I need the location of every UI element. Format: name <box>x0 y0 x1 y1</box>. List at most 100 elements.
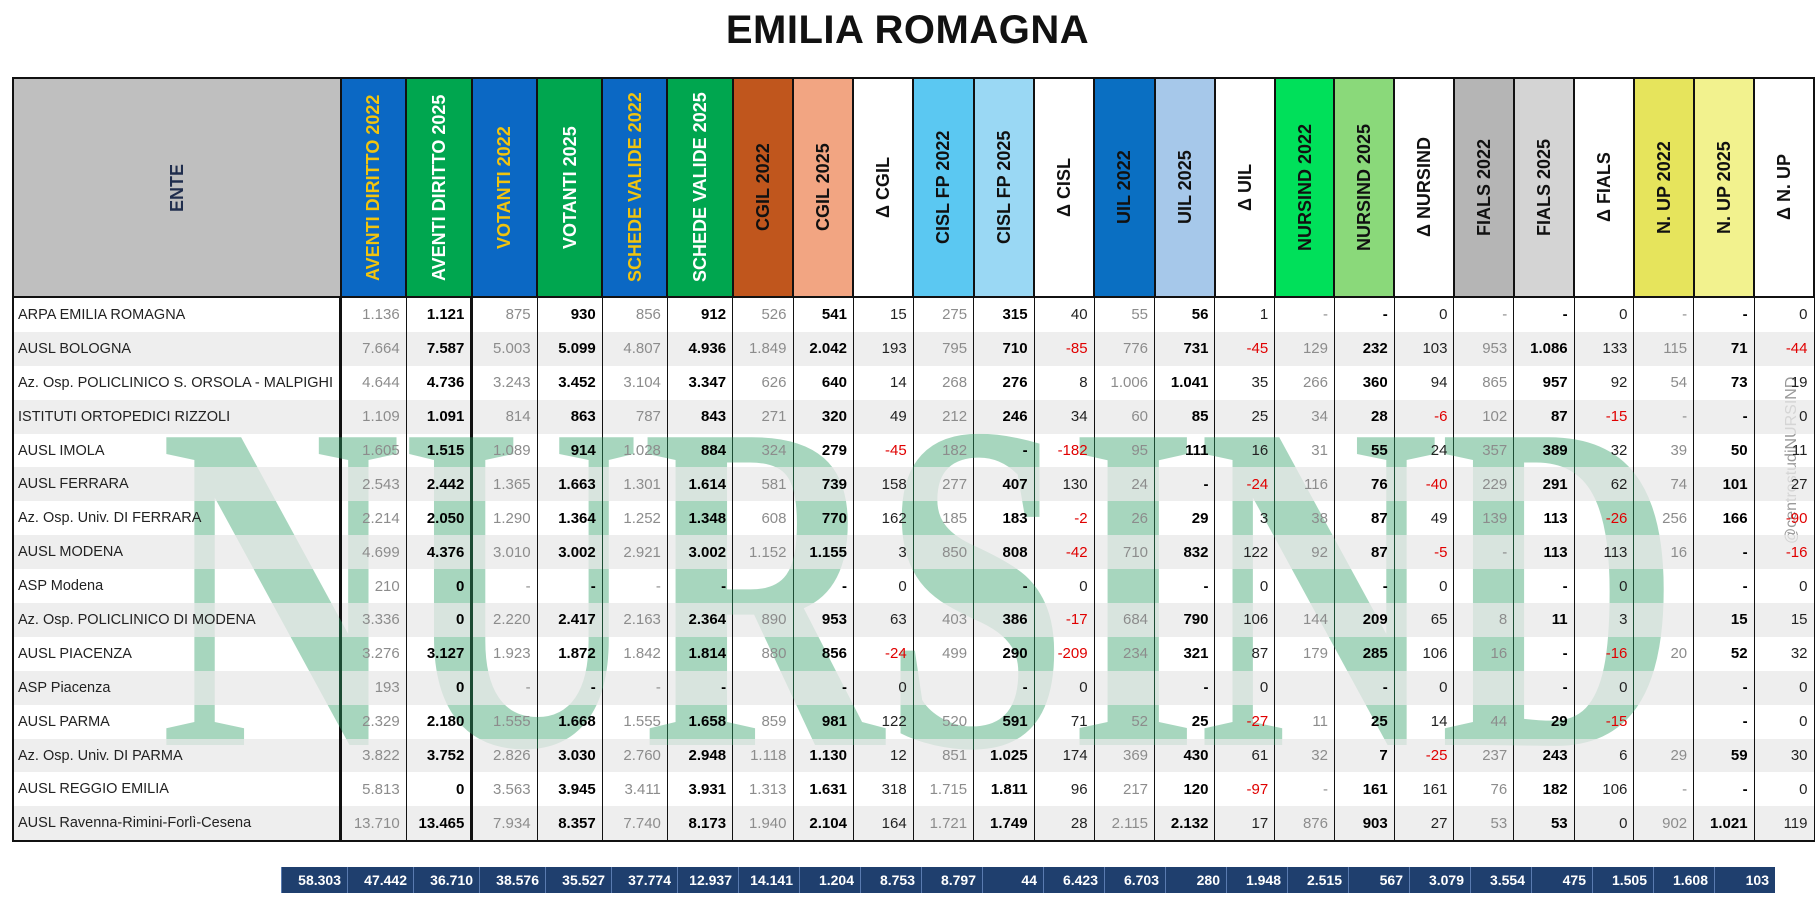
total-cell: 12.937 <box>677 867 738 893</box>
column-header-label: NURSIND 2025 <box>1354 123 1375 252</box>
value-cell: 130 <box>1033 467 1095 502</box>
value-cell: 268 <box>912 365 975 400</box>
value-cell: 20 <box>1633 636 1695 671</box>
value-cell: 209 <box>1333 603 1395 637</box>
value-cell: 119 <box>1753 806 1815 843</box>
value-cell: 520 <box>912 704 975 739</box>
total-cell: 6.703 <box>1104 867 1165 893</box>
value-cell: 59 <box>1693 738 1755 773</box>
value-cell: 92 <box>1573 365 1635 400</box>
value-cell: 133 <box>1573 331 1635 366</box>
column-header-label: VOTANTI 2025 <box>559 126 580 249</box>
value-cell: 360 <box>1333 365 1395 400</box>
column-header-label: AVENTI DIRITTO 2025 <box>429 94 450 281</box>
ente-cell: AUSL FERRARA <box>12 467 343 502</box>
value-cell: 26 <box>1093 501 1156 536</box>
column-header-label: SCHEDE VALIDE 2022 <box>624 92 645 283</box>
column-header-label: Δ UIL <box>1234 164 1255 211</box>
table-row: AUSL PARMA 2.329 2.180 1.555 1.668 1.555 1.658… <box>12 704 1815 739</box>
value-cell: 1.631 <box>792 772 854 807</box>
value-cell: - <box>973 670 1035 705</box>
value-cell: 770 <box>792 501 854 536</box>
value-cell: 1.252 <box>601 501 668 536</box>
value-cell: - <box>1633 297 1695 332</box>
value-cell: 1.814 <box>666 636 734 671</box>
value-cell: 29 <box>1633 738 1695 773</box>
value-cell: 76 <box>1453 772 1515 807</box>
value-cell: 7.740 <box>601 806 668 843</box>
value-cell <box>1093 569 1156 604</box>
value-cell: 591 <box>973 704 1035 739</box>
value-cell: 795 <box>912 331 975 366</box>
value-cell: 63 <box>852 603 914 637</box>
value-cell: 0 <box>405 603 474 637</box>
value-cell: 116 <box>1274 467 1335 502</box>
value-cell: 291 <box>1513 467 1575 502</box>
value-cell: 1.605 <box>340 433 407 468</box>
value-cell: 407 <box>973 467 1035 502</box>
value-cell: 1.842 <box>601 636 668 671</box>
value-cell: 53 <box>1513 806 1575 843</box>
value-cell: 1.749 <box>973 806 1035 843</box>
value-cell: -45 <box>852 433 914 468</box>
value-cell: 863 <box>536 399 603 434</box>
value-cell: 237 <box>1453 738 1515 773</box>
value-cell: 0 <box>1753 772 1815 807</box>
value-cell: 15 <box>852 297 914 332</box>
value-cell: 884 <box>666 433 734 468</box>
value-cell: 56 <box>1154 297 1216 332</box>
column-header-label: CGIL 2025 <box>813 143 834 232</box>
value-cell: 115 <box>1633 331 1695 366</box>
value-cell: 0 <box>1033 670 1095 705</box>
value-cell <box>1453 670 1515 705</box>
value-cell: 843 <box>666 399 734 434</box>
value-cell: - <box>536 569 603 604</box>
value-cell: 4.376 <box>405 535 474 570</box>
value-cell: 290 <box>973 636 1035 671</box>
column-header-23: N. UP 2025 <box>1692 77 1756 298</box>
value-cell <box>1633 704 1695 739</box>
value-cell: 1.658 <box>666 704 734 739</box>
value-cell: 2.042 <box>792 331 854 366</box>
value-cell: 71 <box>1033 704 1095 739</box>
value-cell: 55 <box>1333 433 1395 468</box>
value-cell: 234 <box>1093 636 1156 671</box>
value-cell: 101 <box>1693 467 1755 502</box>
value-cell: 865 <box>1453 365 1515 400</box>
ente-cell: ARPA EMILIA ROMAGNA <box>12 297 343 332</box>
value-cell: 174 <box>1033 738 1095 773</box>
value-cell: 0 <box>1573 806 1635 843</box>
value-cell <box>1453 569 1515 604</box>
column-header-label: UIL 2022 <box>1114 150 1135 225</box>
ente-cell: AUSL IMOLA <box>12 433 343 468</box>
value-cell: 50 <box>1693 433 1755 468</box>
value-cell: 953 <box>1453 331 1515 366</box>
value-cell: 1.364 <box>536 501 603 536</box>
column-header-24: Δ N. UP <box>1753 77 1815 298</box>
total-cell: 47.442 <box>347 867 413 893</box>
value-cell: 914 <box>536 433 603 468</box>
value-cell: 912 <box>666 297 734 332</box>
total-cell: 1.948 <box>1226 867 1287 893</box>
value-cell: 880 <box>732 636 794 671</box>
value-cell: 739 <box>792 467 854 502</box>
value-cell: 2.921 <box>601 535 668 570</box>
value-cell: 2.180 <box>405 704 474 739</box>
total-cell: 35.527 <box>545 867 611 893</box>
value-cell: 2.442 <box>405 467 474 502</box>
value-cell: 106 <box>1393 636 1455 671</box>
column-header-3: VOTANTI 2022 <box>470 77 539 298</box>
value-cell: 11 <box>1274 704 1335 739</box>
value-cell: 182 <box>1513 772 1575 807</box>
column-header-label: ENTE <box>166 163 187 212</box>
value-cell: 890 <box>732 603 794 637</box>
value-cell: 790 <box>1154 603 1216 637</box>
column-header-label: UIL 2025 <box>1174 150 1195 225</box>
results-table: ENTE AVENTI DIRITTO 2022 AVENTI DIRITTO 20… <box>12 77 1815 843</box>
value-cell: 0 <box>405 772 474 807</box>
value-cell: 16 <box>1633 535 1695 570</box>
value-cell: 320 <box>792 399 854 434</box>
value-cell: 1.923 <box>471 636 538 671</box>
value-cell: 256 <box>1633 501 1695 536</box>
value-cell <box>732 569 794 604</box>
